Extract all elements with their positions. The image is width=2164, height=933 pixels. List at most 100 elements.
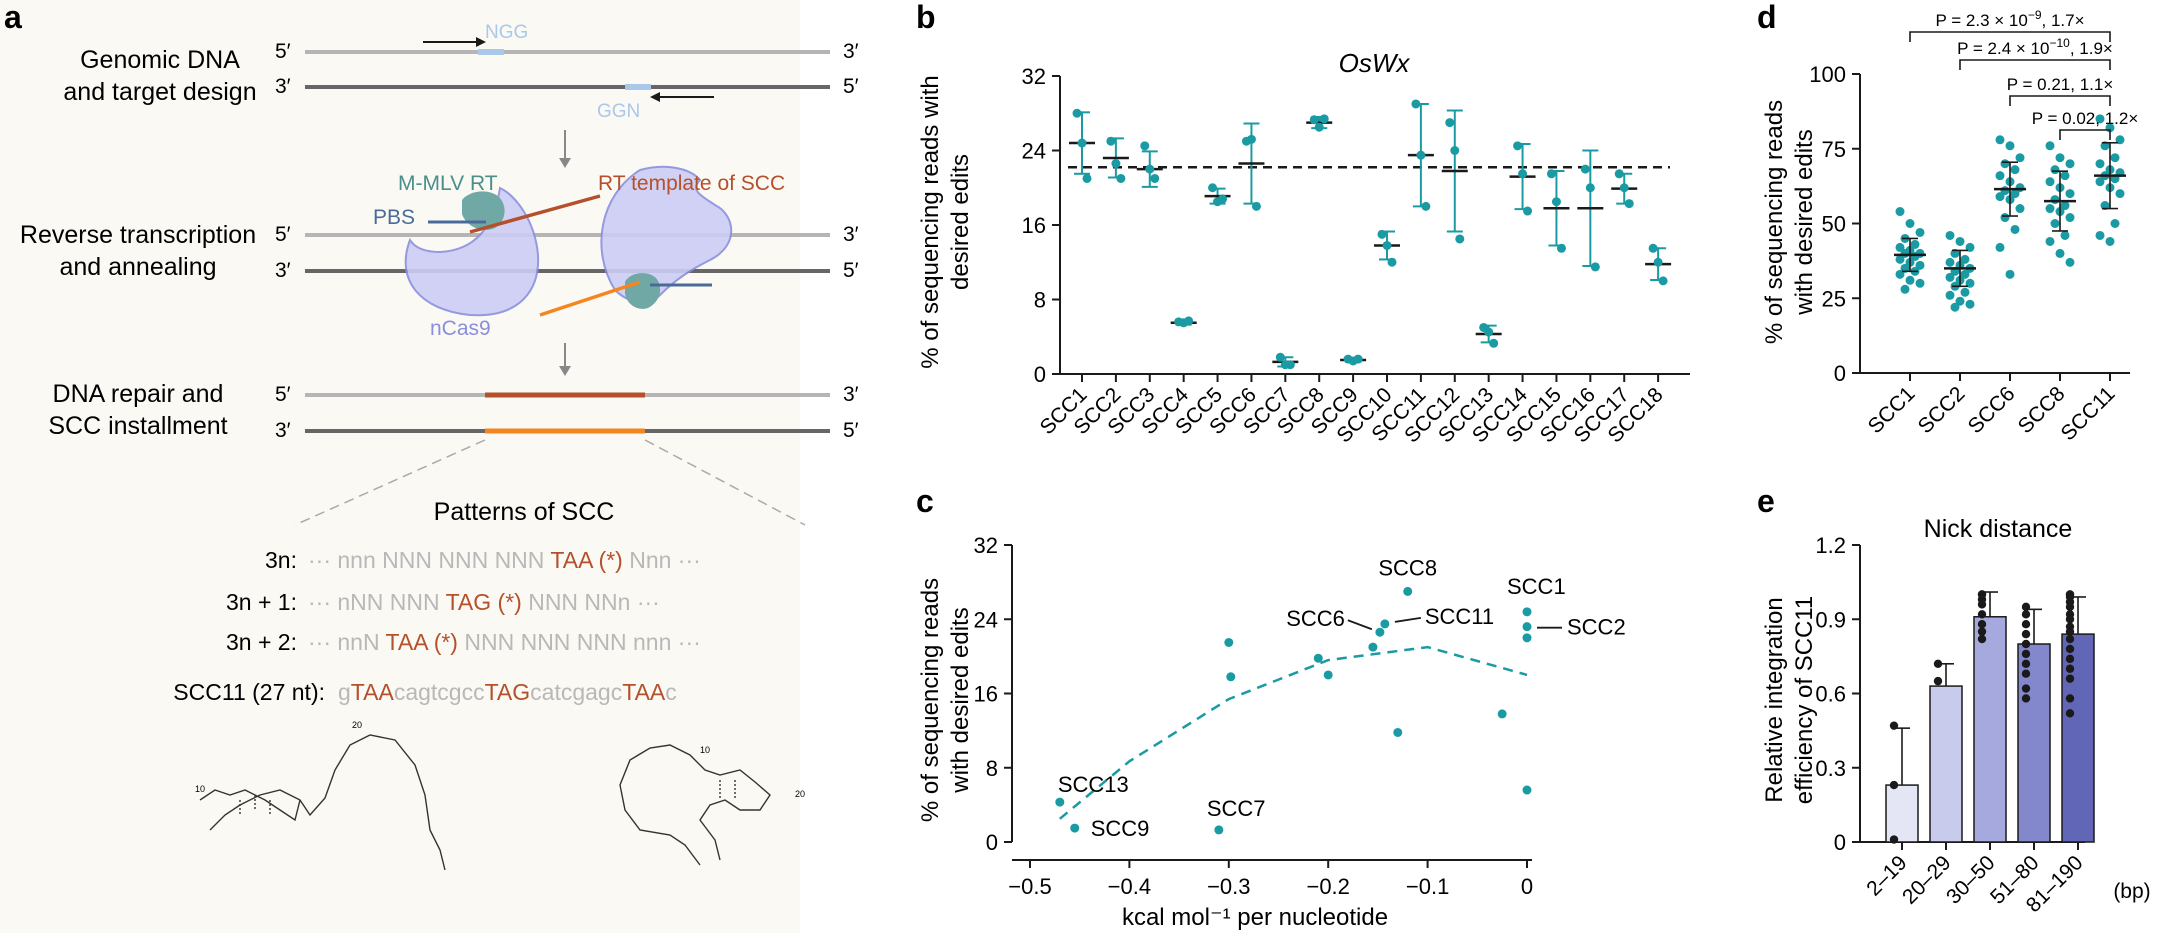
rt-template-strand xyxy=(469,194,601,234)
bar xyxy=(1929,685,1963,843)
bar xyxy=(1973,616,2007,843)
data-point xyxy=(1614,169,1624,179)
data-point xyxy=(1945,230,1955,240)
data-point xyxy=(1915,278,1925,288)
rna-structure-left xyxy=(199,734,446,871)
x-unit-label: (bp) xyxy=(2113,880,2150,903)
data-point xyxy=(1895,254,1905,264)
chart-c-ylabel-line1: % of sequencing reads xyxy=(917,578,944,822)
p-value-label: P = 2.3 × 10−9, 1.7× xyxy=(1935,8,2084,30)
stop-codon: TAA (*) xyxy=(550,547,622,573)
data-point xyxy=(2015,153,2025,163)
step3-title-line1: DNA repair and xyxy=(53,380,224,408)
arrowhead-icon xyxy=(650,92,660,102)
data-point xyxy=(1145,164,1155,174)
label-arrow xyxy=(1347,619,1373,631)
data-point xyxy=(1585,183,1595,193)
point-label: SCC1 xyxy=(1507,574,1566,599)
data-point xyxy=(1106,136,1116,146)
data-point xyxy=(1513,141,1523,151)
data-point xyxy=(1116,173,1126,183)
point-label: SCC9 xyxy=(1091,816,1150,841)
x-tick-label: 30–50 xyxy=(1942,851,2000,909)
point-label: SCC6 xyxy=(1286,606,1345,631)
data-point xyxy=(1995,192,2005,202)
data-point xyxy=(1445,118,1455,128)
sequence-bases: g xyxy=(338,679,351,705)
y-tick-label: 25 xyxy=(1822,286,1846,311)
pattern-bases: ··· nnn NNN NNN NNN xyxy=(308,547,550,573)
data-point xyxy=(1313,653,1323,663)
data-point xyxy=(1489,338,1499,348)
data-point xyxy=(1900,284,1910,294)
data-point xyxy=(1140,141,1150,151)
data-point xyxy=(2065,189,2075,199)
data-point xyxy=(2045,141,2055,151)
y-tick-label: 8 xyxy=(986,756,998,781)
data-point xyxy=(1955,296,1965,306)
chart-e-ylabel-line1: Relative integration xyxy=(1761,597,1788,802)
point-label: SCC11 xyxy=(1425,604,1494,629)
y-tick-label: 32 xyxy=(1022,64,1046,89)
data-point xyxy=(1945,257,1955,267)
data-point xyxy=(1368,642,1378,652)
scc11-label: SCC11 (27 nt): xyxy=(173,679,325,705)
data-point xyxy=(2065,674,2075,683)
data-point xyxy=(1977,600,1987,609)
data-point xyxy=(1895,242,1905,252)
data-point xyxy=(1977,610,1987,619)
pattern-bases: NNN NNN NNN nnn ··· xyxy=(458,629,701,655)
data-point xyxy=(2065,602,2075,612)
p-value-text: P = 2.3 × 10 xyxy=(1935,11,2027,30)
data-point xyxy=(2021,629,2031,639)
panel-c-label: c xyxy=(916,483,934,519)
data-point xyxy=(1314,122,1324,132)
data-point xyxy=(2021,694,2031,703)
data-point xyxy=(1624,199,1634,209)
strand-label-5prime: 5′ xyxy=(843,75,859,98)
strand-label-5prime: 5′ xyxy=(275,40,291,63)
data-point xyxy=(1375,627,1385,637)
data-point xyxy=(1915,260,1925,270)
point-label: SCC2 xyxy=(1567,615,1626,640)
strand-label-3prime: 3′ xyxy=(275,259,291,282)
data-point xyxy=(1455,234,1465,244)
data-point xyxy=(1319,114,1329,124)
data-point xyxy=(1224,637,1234,647)
data-point xyxy=(2021,639,2031,649)
x-tick-label: −0.3 xyxy=(1207,874,1250,899)
data-point xyxy=(1960,254,1970,264)
data-point xyxy=(2105,236,2115,246)
step2-title-line1: Reverse transcription xyxy=(20,221,256,249)
data-point xyxy=(1995,171,2005,181)
data-point xyxy=(2065,257,2075,267)
data-point xyxy=(2021,659,2031,668)
data-point xyxy=(1421,201,1431,211)
data-point xyxy=(2065,654,2075,664)
data-point xyxy=(2005,141,2015,151)
data-point xyxy=(1580,164,1590,174)
chart-b-marks xyxy=(1068,99,1672,370)
data-point xyxy=(1184,316,1194,326)
y-tick-label: 0.6 xyxy=(1815,682,1846,707)
data-point xyxy=(2050,165,2060,175)
data-point xyxy=(1353,354,1363,364)
structure-number: 10 xyxy=(700,745,710,755)
ncas9-right xyxy=(600,165,733,303)
data-point xyxy=(2065,615,2075,624)
data-point xyxy=(2021,669,2031,678)
fold-change-text: , 1.7× xyxy=(2042,11,2085,30)
stop-codon: TAA xyxy=(622,679,666,705)
data-point xyxy=(1214,825,1224,835)
data-point xyxy=(1275,352,1285,362)
data-point xyxy=(1077,138,1087,148)
data-point xyxy=(1945,272,1955,282)
mmlv-rt-label: M-MLV RT xyxy=(398,172,498,195)
data-point xyxy=(2110,153,2120,163)
significance-bracket xyxy=(2009,95,2111,106)
pattern-bases: ··· nnN xyxy=(308,629,386,655)
strand-label-3prime: 3′ xyxy=(275,75,291,98)
x-tick-label: −0.5 xyxy=(1008,874,1051,899)
data-point xyxy=(2095,114,2105,124)
